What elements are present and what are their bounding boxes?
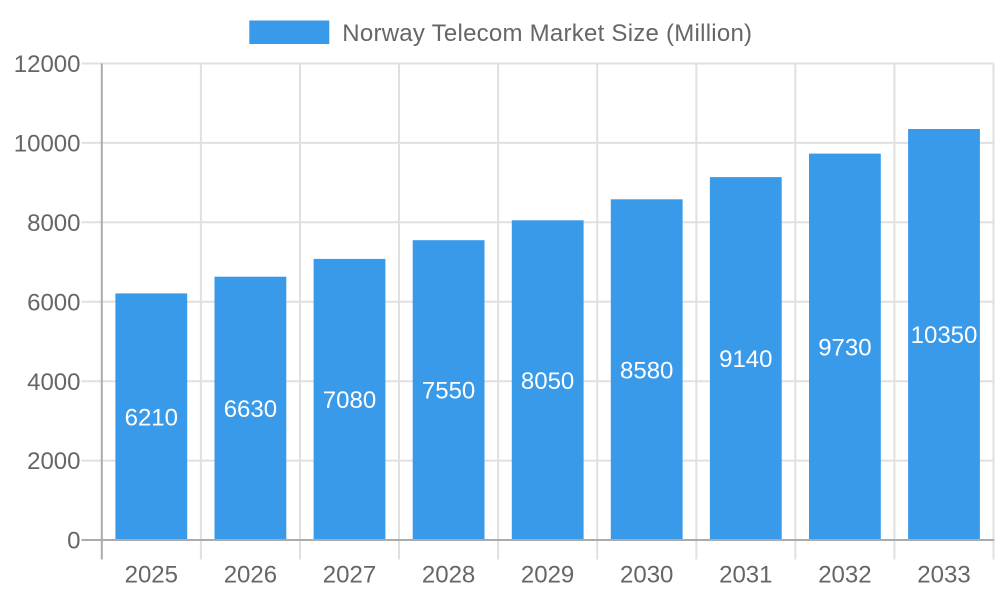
svg-text:6000: 6000 <box>27 289 80 316</box>
svg-text:2000: 2000 <box>27 448 80 475</box>
svg-text:7080: 7080 <box>323 387 376 414</box>
svg-text:2025: 2025 <box>125 561 178 588</box>
svg-text:8050: 8050 <box>521 368 574 395</box>
svg-text:2032: 2032 <box>818 561 871 588</box>
svg-text:2026: 2026 <box>224 561 277 588</box>
svg-text:8580: 8580 <box>620 357 673 384</box>
svg-text:10000: 10000 <box>14 131 81 158</box>
svg-text:6210: 6210 <box>125 404 178 431</box>
svg-text:9730: 9730 <box>818 334 871 361</box>
svg-text:8000: 8000 <box>27 210 80 237</box>
svg-text:2028: 2028 <box>422 561 475 588</box>
svg-text:0: 0 <box>67 528 80 555</box>
svg-text:10350: 10350 <box>911 322 978 349</box>
svg-text:4000: 4000 <box>27 369 80 396</box>
svg-text:Norway Telecom Market Size (Mi: Norway Telecom Market Size (Million) <box>342 20 752 47</box>
svg-text:2033: 2033 <box>917 561 970 588</box>
svg-text:6630: 6630 <box>224 396 277 423</box>
svg-text:2027: 2027 <box>323 561 376 588</box>
svg-text:7550: 7550 <box>422 378 475 405</box>
svg-text:12000: 12000 <box>14 51 81 78</box>
svg-text:2031: 2031 <box>719 561 772 588</box>
svg-text:9140: 9140 <box>719 346 772 373</box>
svg-text:2029: 2029 <box>521 561 574 588</box>
svg-text:2030: 2030 <box>620 561 673 588</box>
